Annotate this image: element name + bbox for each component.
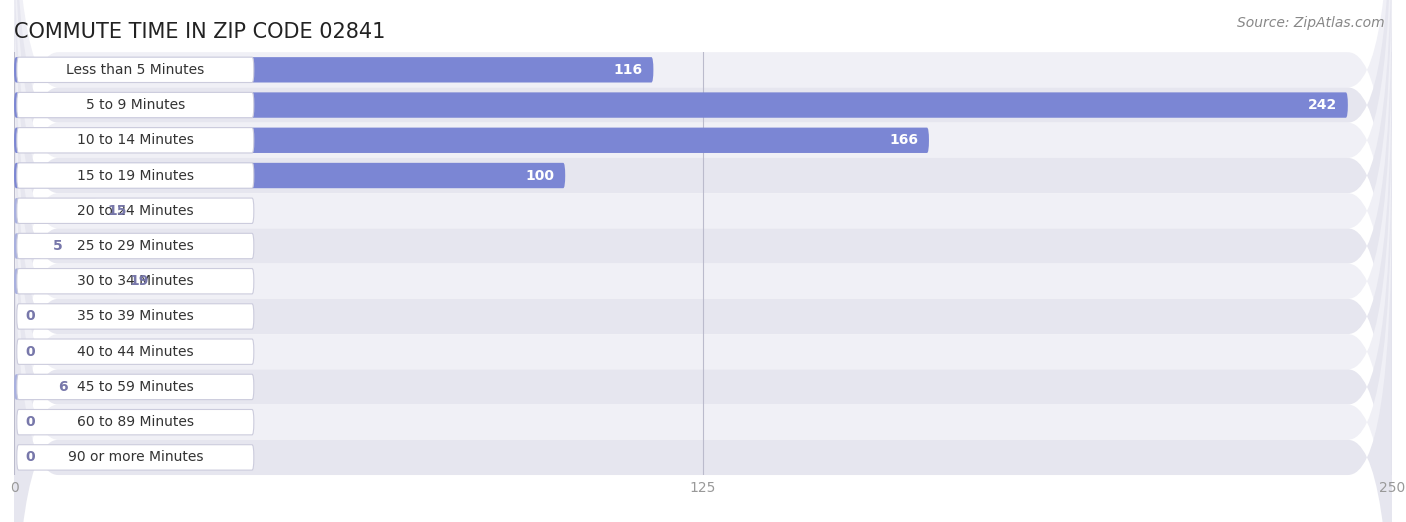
FancyBboxPatch shape (14, 123, 1392, 522)
FancyBboxPatch shape (17, 198, 254, 223)
Text: 5 to 9 Minutes: 5 to 9 Minutes (86, 98, 186, 112)
Text: 10 to 14 Minutes: 10 to 14 Minutes (77, 133, 194, 147)
FancyBboxPatch shape (17, 233, 254, 259)
FancyBboxPatch shape (14, 0, 1392, 440)
FancyBboxPatch shape (14, 0, 1392, 475)
Text: 60 to 89 Minutes: 60 to 89 Minutes (77, 415, 194, 429)
FancyBboxPatch shape (14, 0, 1392, 511)
Text: 166: 166 (889, 133, 918, 147)
Text: 40 to 44 Minutes: 40 to 44 Minutes (77, 345, 194, 359)
FancyBboxPatch shape (14, 163, 565, 188)
FancyBboxPatch shape (17, 445, 254, 470)
Text: 242: 242 (1308, 98, 1337, 112)
FancyBboxPatch shape (14, 0, 1392, 370)
Text: 6: 6 (58, 380, 67, 394)
Text: Source: ZipAtlas.com: Source: ZipAtlas.com (1237, 16, 1385, 30)
FancyBboxPatch shape (14, 268, 118, 294)
FancyBboxPatch shape (17, 304, 254, 329)
Text: 116: 116 (613, 63, 643, 77)
Text: 19: 19 (129, 274, 149, 288)
FancyBboxPatch shape (14, 92, 1348, 118)
FancyBboxPatch shape (17, 163, 254, 188)
Text: 0: 0 (25, 415, 35, 429)
Text: 15: 15 (108, 204, 128, 218)
FancyBboxPatch shape (14, 17, 1392, 522)
FancyBboxPatch shape (17, 339, 254, 364)
FancyBboxPatch shape (17, 127, 254, 153)
Text: 0: 0 (25, 345, 35, 359)
FancyBboxPatch shape (17, 57, 254, 82)
FancyBboxPatch shape (14, 374, 48, 400)
Text: 35 to 39 Minutes: 35 to 39 Minutes (77, 310, 194, 324)
Text: 0: 0 (25, 310, 35, 324)
Text: 5: 5 (52, 239, 62, 253)
Text: 90 or more Minutes: 90 or more Minutes (67, 450, 202, 465)
Text: 45 to 59 Minutes: 45 to 59 Minutes (77, 380, 194, 394)
FancyBboxPatch shape (14, 0, 1392, 405)
FancyBboxPatch shape (17, 374, 254, 400)
FancyBboxPatch shape (17, 92, 254, 118)
Text: 20 to 24 Minutes: 20 to 24 Minutes (77, 204, 194, 218)
FancyBboxPatch shape (14, 57, 654, 82)
FancyBboxPatch shape (17, 268, 254, 294)
FancyBboxPatch shape (14, 52, 1392, 522)
FancyBboxPatch shape (14, 158, 1392, 522)
FancyBboxPatch shape (17, 409, 254, 435)
Text: 0: 0 (25, 450, 35, 465)
FancyBboxPatch shape (14, 198, 97, 223)
FancyBboxPatch shape (14, 233, 42, 259)
FancyBboxPatch shape (14, 88, 1392, 522)
FancyBboxPatch shape (14, 193, 1392, 522)
Text: Less than 5 Minutes: Less than 5 Minutes (66, 63, 204, 77)
Text: 100: 100 (526, 169, 554, 183)
Text: 30 to 34 Minutes: 30 to 34 Minutes (77, 274, 194, 288)
FancyBboxPatch shape (14, 0, 1392, 334)
Text: 15 to 19 Minutes: 15 to 19 Minutes (77, 169, 194, 183)
Text: COMMUTE TIME IN ZIP CODE 02841: COMMUTE TIME IN ZIP CODE 02841 (14, 22, 385, 42)
Text: 25 to 29 Minutes: 25 to 29 Minutes (77, 239, 194, 253)
FancyBboxPatch shape (14, 127, 929, 153)
